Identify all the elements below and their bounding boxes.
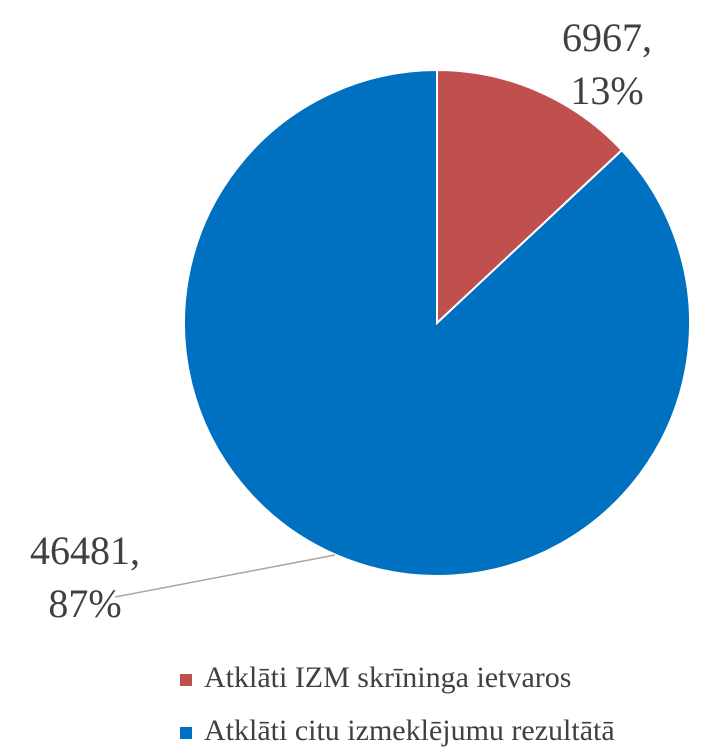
legend-swatch — [180, 727, 192, 739]
data-label-percent: 13% — [570, 68, 643, 113]
pie-slice — [436, 68, 624, 326]
leader-line — [114, 554, 336, 598]
legend-label: Atklāti IZM skrīninga ietvaros — [204, 661, 571, 694]
legend-label: Atklāti citu izmeklējumu rezultātā — [204, 714, 615, 747]
pie-slice — [183, 68, 691, 577]
data-label: 46481, — [30, 528, 140, 573]
data-label-percent: 87% — [48, 581, 121, 626]
legend-swatch — [180, 674, 192, 686]
data-label: 6967, — [562, 15, 652, 60]
